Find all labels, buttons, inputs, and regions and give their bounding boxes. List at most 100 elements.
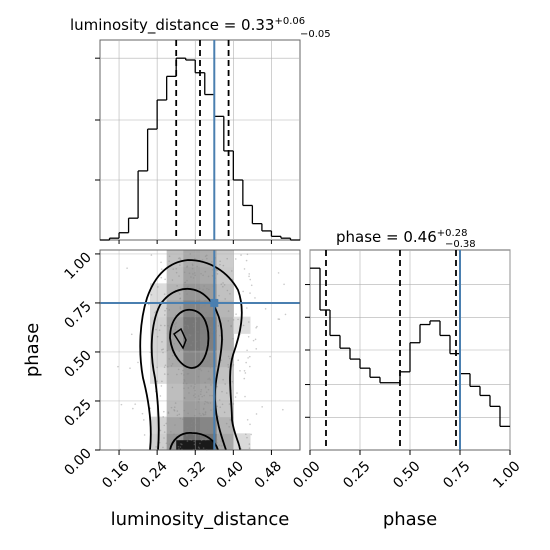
scatter-point xyxy=(161,349,163,351)
y-tick-label: 0.50 xyxy=(61,347,94,380)
scatter-point xyxy=(181,418,184,420)
scatter-point xyxy=(134,403,137,405)
scatter-point xyxy=(192,325,195,328)
scatter-point xyxy=(161,341,163,343)
density-cell xyxy=(216,300,234,318)
scatter-point xyxy=(210,427,212,429)
scatter-point xyxy=(183,380,186,382)
scatter-point xyxy=(197,395,200,397)
scatter-point xyxy=(208,423,211,425)
scatter-point xyxy=(204,385,207,388)
density-cell xyxy=(183,350,201,368)
scatter-point xyxy=(197,361,200,363)
scatter-point xyxy=(190,315,192,318)
scatter-point xyxy=(175,271,178,274)
panel-frame xyxy=(99,249,301,451)
scatter-point xyxy=(178,275,180,277)
scatter-point xyxy=(164,278,166,281)
density-cell xyxy=(183,300,201,318)
scatter-point xyxy=(194,396,197,399)
scatter-point xyxy=(192,394,195,397)
scatter-point xyxy=(196,265,198,268)
scatter-point xyxy=(247,357,249,359)
scatter-point xyxy=(232,319,235,321)
scatter-point xyxy=(249,423,251,426)
scatter-point xyxy=(142,419,145,421)
density-cell xyxy=(166,400,184,418)
scatter-point xyxy=(234,396,237,398)
scatter-point xyxy=(208,313,211,316)
scatter-point xyxy=(184,281,187,284)
scatter-point xyxy=(211,365,214,368)
scatter-point xyxy=(192,273,194,275)
scatter-point xyxy=(231,380,234,383)
scatter-point xyxy=(156,335,159,338)
scatter-point xyxy=(196,308,199,310)
scatter-point xyxy=(132,407,134,410)
scatter-point xyxy=(177,445,180,448)
scatter-point xyxy=(210,384,212,386)
scatter-point xyxy=(185,289,187,292)
y-ticks: 0.00 0.25 0.50 0.75 1.00 xyxy=(61,249,100,479)
scatter-point xyxy=(168,358,170,360)
scatter-point xyxy=(202,412,204,415)
density-cell xyxy=(216,416,234,434)
scatter-point xyxy=(204,411,207,413)
scatter-point xyxy=(174,314,177,316)
scatter-point xyxy=(202,408,205,411)
scatter-point xyxy=(223,284,226,286)
scatter-point xyxy=(245,361,247,364)
scatter-point xyxy=(215,329,218,332)
scatter-point xyxy=(190,316,192,318)
scatter-point xyxy=(168,260,170,262)
scatter-point xyxy=(207,378,209,380)
scatter-point xyxy=(184,324,186,327)
scatter-point xyxy=(216,273,219,275)
scatter-point xyxy=(141,412,144,415)
scatter-point xyxy=(174,326,177,328)
scatter-point xyxy=(206,429,208,431)
scatter-point xyxy=(174,323,176,326)
scatter-point xyxy=(209,338,212,341)
scatter-point xyxy=(183,387,185,390)
scatter-point xyxy=(203,300,206,302)
scatter-point xyxy=(218,399,221,401)
scatter-point xyxy=(183,397,186,400)
scatter-point xyxy=(199,339,202,341)
scatter-point xyxy=(220,359,223,361)
scatter-point xyxy=(248,443,251,445)
scatter-point xyxy=(186,265,189,268)
scatter-point xyxy=(189,253,192,255)
scatter-point xyxy=(160,268,163,270)
scatter-point xyxy=(210,363,212,366)
scatter-point xyxy=(167,324,169,327)
density-cell xyxy=(216,283,234,301)
scatter-point xyxy=(186,434,188,437)
y-tick-label: 0.25 xyxy=(61,396,94,429)
scatter-point xyxy=(194,257,196,260)
scatter-point xyxy=(209,424,212,427)
scatter-point xyxy=(248,273,251,275)
scatter-point xyxy=(202,447,205,449)
scatter-point xyxy=(189,303,191,306)
scatter-point xyxy=(186,440,189,442)
scatter-point xyxy=(186,293,188,295)
scatter-point xyxy=(191,307,194,310)
scatter-point xyxy=(179,264,181,266)
scatter-point xyxy=(173,342,176,345)
scatter-point xyxy=(194,274,197,277)
density-cell xyxy=(183,250,201,268)
scatter-point xyxy=(248,275,250,278)
scatter-point xyxy=(192,322,195,325)
scatter-point xyxy=(204,438,207,441)
scatter-point xyxy=(211,331,213,333)
scatter-point xyxy=(261,406,263,408)
scatter-point xyxy=(246,307,248,309)
scatter-point xyxy=(193,387,195,389)
scatter-point xyxy=(189,353,191,355)
y-tick-label: 0.75 xyxy=(61,298,94,331)
scatter-point xyxy=(220,445,223,447)
scatter-point xyxy=(237,318,239,321)
scatter-point xyxy=(160,261,162,264)
scatter-point xyxy=(219,406,222,408)
